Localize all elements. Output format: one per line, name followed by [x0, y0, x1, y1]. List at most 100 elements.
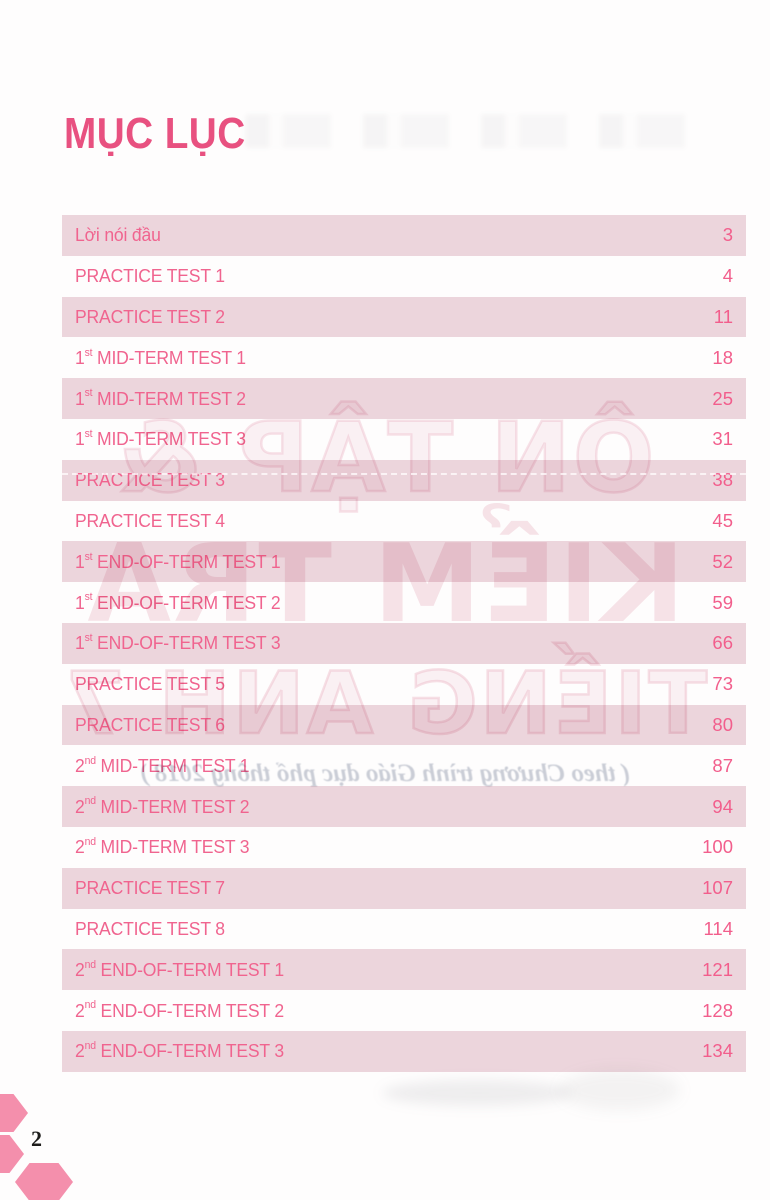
toc-entry-sup: nd [84, 999, 96, 1012]
toc-row: PRACTICE TEST 6 80 [62, 704, 746, 746]
toc-entry-label: 1st MID-TERM TEST 3 [75, 428, 246, 450]
toc-entry-page: 45 [712, 509, 733, 531]
toc-entry-pre: 1 [75, 346, 85, 368]
toc-entry-sup: st [84, 387, 93, 400]
toc-entry-pre: PRACTICE TEST 4 [75, 509, 225, 531]
hexagon-decoration [0, 1094, 28, 1132]
toc-row: 2nd END-OF-TERM TEST 1 121 [62, 949, 746, 991]
toc-row: 2nd MID-TERM TEST 3 100 [62, 827, 746, 868]
toc-entry-sup: nd [84, 795, 96, 808]
toc-entry-page: 87 [712, 754, 733, 776]
toc-entry-post: END-OF-TERM TEST 1 [92, 550, 281, 572]
toc-entry-pre: 2 [75, 1040, 85, 1062]
toc-entry-pre: 1 [75, 550, 85, 572]
toc-entry-label: PRACTICE TEST 2 [75, 306, 225, 328]
toc-entry-sup: nd [84, 1040, 96, 1053]
toc-entry-label: 1st MID-TERM TEST 2 [75, 388, 246, 410]
toc-entry-sup: st [84, 346, 93, 359]
toc-entry-page: 128 [702, 999, 733, 1021]
showthrough-smudge-bottom [382, 1080, 572, 1106]
toc-entry-post: MID-TERM TEST 3 [95, 836, 250, 858]
toc-row: 1st END-OF-TERM TEST 2 59 [62, 582, 746, 623]
toc-entry-label: 2nd MID-TERM TEST 3 [75, 836, 250, 858]
toc-entry-post: END-OF-TERM TEST 3 [95, 1040, 285, 1062]
toc-entry-pre: 1 [75, 632, 85, 654]
toc-entry-sup: st [84, 550, 93, 563]
toc-entry-label: PRACTICE TEST 7 [75, 877, 225, 899]
toc-entry-page: 59 [712, 591, 733, 613]
toc-entry-page: 11 [713, 305, 733, 327]
toc-row: PRACTICE TEST 2 11 [62, 296, 746, 338]
toc-entry-sup: st [84, 428, 93, 441]
toc-entry-label: 1st MID-TERM TEST 1 [75, 347, 246, 369]
toc-entry-label: 2nd END-OF-TERM TEST 1 [75, 959, 284, 981]
toc-entry-pre: 1 [75, 428, 85, 450]
toc-row: 1st END-OF-TERM TEST 3 66 [62, 622, 746, 664]
toc-entry-pre: 2 [75, 795, 85, 817]
toc-entry-page: 25 [712, 387, 733, 409]
toc-entry-page: 107 [702, 877, 733, 899]
toc-entry-label: PRACTICE TEST 1 [75, 265, 225, 287]
toc-entry-page: 134 [702, 1040, 733, 1062]
toc-row: PRACTICE TEST 1 4 [62, 256, 746, 297]
toc-entry-pre: PRACTICE TEST 7 [75, 877, 225, 899]
toc-entry-pre: PRACTICE TEST 2 [75, 305, 225, 327]
toc-entry-label: Lời nói đầu [75, 224, 161, 246]
toc-entry-post: END-OF-TERM TEST 2 [95, 999, 285, 1021]
toc-entry-page: 121 [702, 958, 733, 980]
toc-row: 1st END-OF-TERM TEST 1 52 [62, 541, 746, 583]
toc-entry-pre: 2 [75, 754, 85, 776]
toc-entry-page: 94 [712, 795, 733, 817]
page-title: MỤC LỤC [64, 109, 246, 158]
toc-row: PRACTICE TEST 3 38 [62, 459, 746, 501]
toc-entry-post: MID-TERM TEST 2 [95, 795, 250, 817]
toc-entry-pre: 2 [75, 999, 85, 1021]
toc-entry-page: 3 [722, 224, 733, 246]
toc-entry-label: 2nd END-OF-TERM TEST 2 [75, 1000, 284, 1022]
toc-entry-pre: 1 [75, 387, 85, 409]
hexagon-decoration [15, 1163, 73, 1200]
toc-entry-label: 2nd END-OF-TERM TEST 3 [75, 1040, 284, 1062]
toc-entry-post: END-OF-TERM TEST 3 [92, 632, 281, 654]
toc-row: 1st MID-TERM TEST 1 18 [62, 337, 746, 378]
toc-row: 1st MID-TERM TEST 2 25 [62, 378, 746, 419]
toc-row: PRACTICE TEST 4 45 [62, 501, 746, 542]
toc-entry-page: 4 [722, 265, 733, 287]
toc-entry-sup: nd [84, 836, 96, 849]
showthrough-dashed-line [62, 473, 746, 475]
toc-row: Lời nói đầu 3 [62, 215, 746, 256]
toc-row: PRACTICE TEST 8 114 [62, 909, 746, 950]
toc-entry-pre: 2 [75, 836, 85, 858]
toc-entry-label: PRACTICE TEST 8 [75, 918, 225, 940]
page-number: 2 [31, 1126, 42, 1151]
toc-row: 2nd END-OF-TERM TEST 3 134 [62, 1030, 746, 1072]
toc-entry-label: PRACTICE TEST 6 [75, 714, 225, 736]
toc-entry-label: 1st END-OF-TERM TEST 1 [75, 550, 281, 573]
toc-entry-post: MID-TERM TEST 1 [92, 346, 246, 368]
toc-entry-label: 1st END-OF-TERM TEST 3 [75, 632, 281, 654]
toc-row: 2nd END-OF-TERM TEST 2 128 [62, 990, 746, 1031]
toc-entry-page: 73 [712, 673, 733, 695]
toc-entry-label: 2nd MID-TERM TEST 1 [75, 754, 250, 777]
toc-row: 2nd MID-TERM TEST 1 87 [62, 745, 746, 786]
toc-row: PRACTICE TEST 5 73 [62, 664, 746, 705]
toc-entry-post: MID-TERM TEST 3 [92, 428, 246, 450]
toc-entry-post: MID-TERM TEST 2 [92, 387, 246, 409]
toc-row: PRACTICE TEST 7 107 [62, 867, 746, 909]
hexagon-decoration [0, 1135, 24, 1173]
toc-entry-pre: PRACTICE TEST 8 [75, 917, 225, 939]
toc-entry-sup: nd [84, 754, 96, 767]
toc-entry-page: 18 [712, 346, 733, 368]
toc-entry-label: 1st END-OF-TERM TEST 2 [75, 591, 281, 614]
toc-entry-label: 2nd MID-TERM TEST 2 [75, 795, 250, 818]
showthrough-smudge-top [245, 114, 710, 148]
toc-entry-pre: PRACTICE TEST 1 [75, 265, 225, 287]
toc-entry-page: 114 [703, 917, 734, 939]
toc-entry-pre: PRACTICE TEST 6 [75, 713, 225, 735]
toc-entry-sup: nd [84, 958, 96, 971]
toc-entry-post: END-OF-TERM TEST 2 [92, 591, 281, 613]
showthrough-smudge-bottom [560, 1070, 680, 1110]
toc-entry-page: 66 [712, 632, 733, 654]
toc-entry-pre: 1 [75, 591, 85, 613]
toc-list: Lời nói đầu 3 PRACTICE TEST 1 4 PRACTICE… [62, 215, 746, 1072]
